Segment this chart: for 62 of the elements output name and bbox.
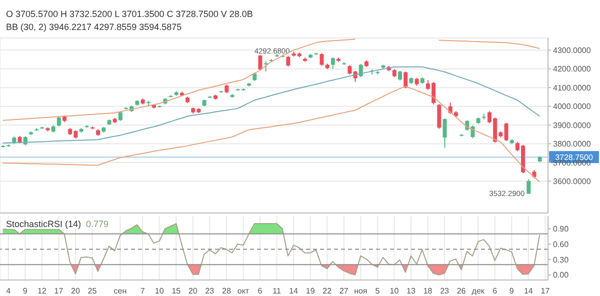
y-tick-label: 4000.0000 xyxy=(553,102,592,112)
x-tick-label: 27 xyxy=(339,286,349,296)
candlestick xyxy=(437,104,442,130)
annotation: StochasticRSI (14) xyxy=(6,219,82,229)
x-tick-label: сен xyxy=(114,286,127,296)
x-tick-label: 23 xyxy=(205,286,215,296)
x-tick-label: 9 xyxy=(22,286,28,296)
candlestick xyxy=(526,178,531,194)
x-tick-label: 14 xyxy=(289,286,299,296)
x-tick-label: окт xyxy=(237,286,250,296)
y-tick-label: 3800.0000 xyxy=(553,140,592,149)
x-tick-label: 7 xyxy=(140,286,146,296)
x-tick-label: 15 xyxy=(172,286,182,296)
x-tick-label: 13 xyxy=(406,286,416,296)
y-tick-label: 3600.0000 xyxy=(553,177,592,186)
x-tick-label: дек xyxy=(472,286,485,296)
candlestick xyxy=(504,122,508,142)
x-tick-label: 11 xyxy=(272,286,282,296)
line-series xyxy=(2,86,540,182)
x-tick-label: 25 xyxy=(88,286,98,296)
y-tick-label: 3900.0000 xyxy=(553,120,592,130)
candlestick xyxy=(286,55,290,68)
x-tick-label: 4 xyxy=(6,286,12,296)
x-tick-label: 19 xyxy=(306,286,316,296)
x-tick-label: 6 xyxy=(492,286,498,296)
candlestick xyxy=(398,70,402,81)
x-tick-label: 20 xyxy=(71,286,80,296)
x-tick-label: 12 xyxy=(37,286,47,296)
line-series xyxy=(2,66,540,144)
y-tick-label: 0.30 xyxy=(553,255,570,264)
text: BB (30, 2) 3946.2217 4297.8559 3594.5875 xyxy=(6,22,182,32)
candlestick xyxy=(348,64,352,75)
candlestick xyxy=(330,56,335,70)
x-tick-label: 10 xyxy=(154,286,164,296)
x-tick-label: 17 xyxy=(54,286,64,296)
candlestick xyxy=(320,52,324,66)
x-tick-label: 14 xyxy=(524,286,534,296)
x-tick-label: 18 xyxy=(423,286,433,296)
candlestick xyxy=(442,118,447,148)
y-tick-label: 0.60 xyxy=(553,240,570,249)
x-tick-label: 10 xyxy=(390,286,400,296)
annotation: 0.779 xyxy=(86,219,109,229)
y-tick-label: 4100.0000 xyxy=(553,83,592,92)
x-tick-label: 23 xyxy=(440,286,450,296)
y-tick-label: 4300.0000 xyxy=(553,46,592,56)
candlestick xyxy=(404,71,408,89)
x-tick-label: ноя xyxy=(354,286,368,296)
x-tick-label: 26 xyxy=(456,286,466,296)
candlestick xyxy=(56,116,61,128)
x-tick-label: 17 xyxy=(540,286,550,296)
candlestick xyxy=(118,111,122,122)
x-tick-label: 9 xyxy=(509,286,514,296)
x-tick-label: 6 xyxy=(258,286,263,296)
x-tick-label: 28 xyxy=(222,286,232,296)
y-tick-label: 0.00 xyxy=(553,270,570,280)
x-tick-label: 20 xyxy=(188,286,198,296)
text: O 3705.5700 H 3732.5200 L 3701.3500 C 3728.7500 V 28.0B xyxy=(6,9,253,19)
x-tick-label: 22 xyxy=(322,286,332,296)
y-tick-label: 4200.0000 xyxy=(553,64,592,74)
candlestick xyxy=(258,54,262,71)
y-tick-label: 0.90 xyxy=(553,224,570,234)
x-tick-label: 5 xyxy=(375,286,380,296)
